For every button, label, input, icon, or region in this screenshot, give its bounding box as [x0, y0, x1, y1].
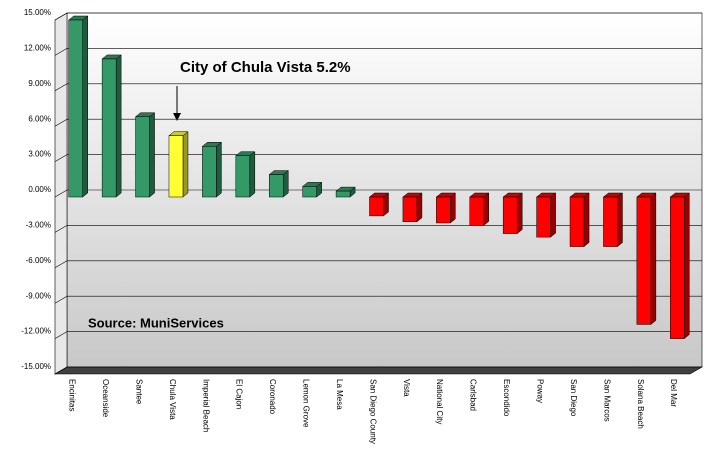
- y-tick-label: 0.00%: [28, 185, 51, 194]
- bar: [202, 146, 217, 198]
- bar-side-face: [450, 192, 456, 224]
- x-tick-label: Encinitas: [68, 379, 77, 411]
- y-tick-label: 3.00%: [28, 150, 51, 159]
- y-tick-label: -12.00%: [21, 327, 51, 336]
- y-tick-label: 9.00%: [28, 79, 51, 88]
- annotation: City of Chula Vista 5.2%: [180, 59, 351, 76]
- bar: [68, 19, 83, 198]
- bar-side-face: [617, 192, 623, 248]
- grid-line-side: [54, 12, 68, 21]
- bar: [335, 190, 351, 198]
- annotation: Source: MuniServices: [88, 315, 224, 330]
- floor: [53, 366, 704, 375]
- bar-side-face: [650, 192, 657, 325]
- x-tick-label: San Marcos: [602, 379, 611, 422]
- bar: [636, 196, 652, 325]
- bar-side-face: [149, 112, 155, 198]
- grid-line-side: [54, 83, 68, 92]
- bar: [235, 155, 251, 198]
- bar-side-face: [282, 170, 289, 198]
- x-tick-label: Escondido: [502, 379, 511, 417]
- x-tick-label: El Cajon: [235, 379, 244, 409]
- bar-side-face: [216, 141, 222, 198]
- x-tick-label: National City: [435, 379, 444, 424]
- bar-side-face: [82, 15, 88, 198]
- bar: [402, 196, 418, 223]
- x-tick-label: Carlsbad: [469, 379, 478, 411]
- x-tick-label: Santee: [134, 379, 143, 405]
- y-tick-label: 12.00%: [24, 44, 51, 53]
- x-tick-label: La Mesa: [335, 379, 344, 410]
- y-tick-label: 15.00%: [24, 8, 51, 17]
- x-tick-label: Lemon Grove: [302, 379, 311, 428]
- bar: [369, 196, 384, 217]
- grid-line-side: [54, 189, 68, 198]
- x-tick-label: Coronado: [268, 379, 277, 415]
- bar: [168, 135, 184, 198]
- y-tick-label: -3.00%: [26, 221, 51, 230]
- grid-line-side: [54, 48, 68, 56]
- x-tick-label: Vista: [402, 379, 411, 397]
- y-tick-label: -9.00%: [26, 291, 51, 300]
- x-tick-label: San Diego County: [368, 379, 377, 444]
- bar: [268, 174, 284, 198]
- bar-side-face: [550, 192, 556, 238]
- x-tick-label: Poway: [535, 379, 544, 403]
- x-tick-label: Chula Vista: [168, 379, 177, 420]
- x-tick-label: Del Mar: [669, 379, 678, 407]
- bar-side-face: [583, 192, 590, 248]
- bar: [502, 196, 518, 234]
- bar: [101, 58, 117, 198]
- bar: [536, 196, 551, 238]
- bar-side-face: [516, 192, 523, 235]
- grid-line-side: [54, 225, 68, 233]
- bar: [135, 116, 150, 198]
- grid-line-side: [54, 366, 68, 375]
- grid-line-side: [54, 295, 68, 304]
- grid-line-side: [54, 118, 68, 127]
- bar-side-face: [182, 131, 189, 198]
- grid-line-side: [54, 154, 68, 162]
- bar: [302, 186, 317, 198]
- bar: [603, 196, 618, 247]
- grid-line-side: [54, 331, 68, 339]
- bar-side-face: [249, 151, 256, 198]
- bar: [469, 196, 485, 226]
- bar: [670, 196, 685, 339]
- bar-side-face: [684, 192, 690, 340]
- grid-line-side: [54, 260, 68, 269]
- x-tick-label: Imperial Beach: [201, 379, 210, 432]
- arrow-head: [173, 113, 181, 121]
- bar-side-face: [416, 192, 423, 223]
- y-tick-label: -6.00%: [26, 256, 51, 265]
- bar-side-face: [115, 54, 122, 198]
- bar-side-face: [483, 192, 490, 226]
- x-tick-label: Oceanside: [101, 379, 110, 418]
- x-tick-label: San Diego: [569, 379, 578, 417]
- x-tick-label: Solana Beach: [636, 379, 645, 429]
- y-tick-label: 6.00%: [28, 114, 51, 123]
- y-tick-label: -15.00%: [21, 362, 51, 371]
- bar: [436, 196, 451, 224]
- bar: [569, 196, 585, 247]
